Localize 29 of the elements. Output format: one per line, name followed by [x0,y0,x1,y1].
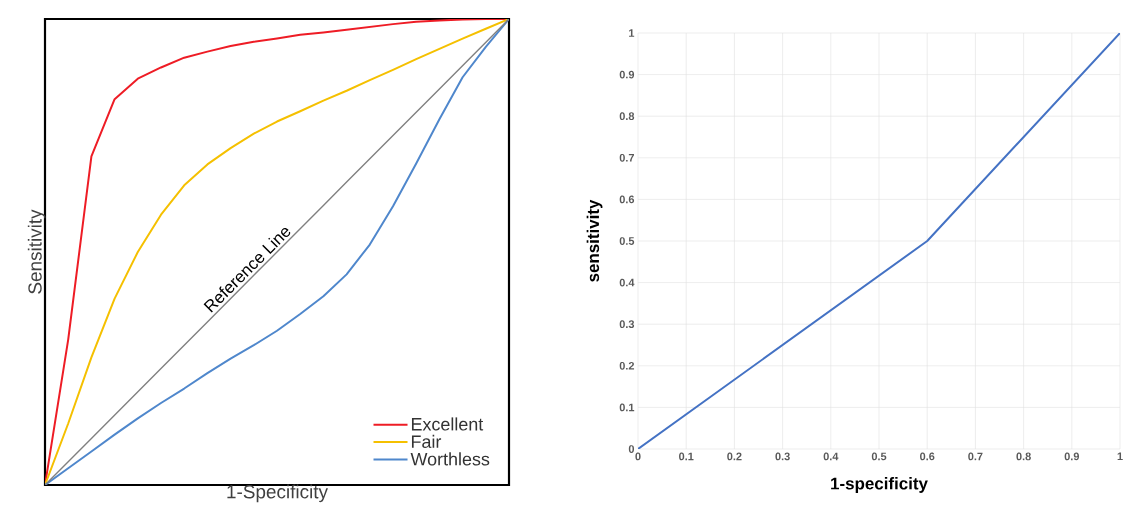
y-tick-label: 0.9 [619,70,635,79]
y-tick-label: 0.8 [619,112,635,121]
y-tick-label: 0.3 [619,320,635,329]
y-tick-label: 0 [628,445,635,453]
x-tick-label: 0.1 [679,452,694,461]
y-tick-label: 0.2 [619,361,635,370]
x-axis-title: 1-specificity [831,477,928,493]
x-tick-label: 0.8 [1016,452,1031,461]
x-tick-label: 1 [1117,452,1123,461]
y-tick-label: 1 [629,29,635,37]
y-tick-label: 0.1 [619,403,635,412]
x-axis-title: 1-Specificity [227,484,328,503]
legend-label: Excellent [411,417,484,431]
y-axis-title: sensitivity [586,199,603,282]
x-tick-label: 0.2 [727,452,742,461]
y-tick-label: 0.6 [619,195,635,204]
y-tick-label: 0.4 [619,278,635,287]
legend-label: Worthless [410,452,490,466]
x-tick-label: 0.6 [920,452,935,461]
x-tick-label: 0.7 [968,452,983,461]
x-tick-label: 0.5 [871,452,887,461]
x-tick-label: 0.3 [775,452,790,461]
y-tick-label: 0.5 [619,237,635,245]
legend-label: Fair [411,434,442,449]
x-tick-label: 0 [635,452,641,461]
x-tick-label: 0.4 [823,452,839,461]
x-tick-label: 0.9 [1064,452,1080,461]
y-tick-label: 0.7 [619,153,634,162]
y-axis-title: Sensitivity [27,209,46,294]
